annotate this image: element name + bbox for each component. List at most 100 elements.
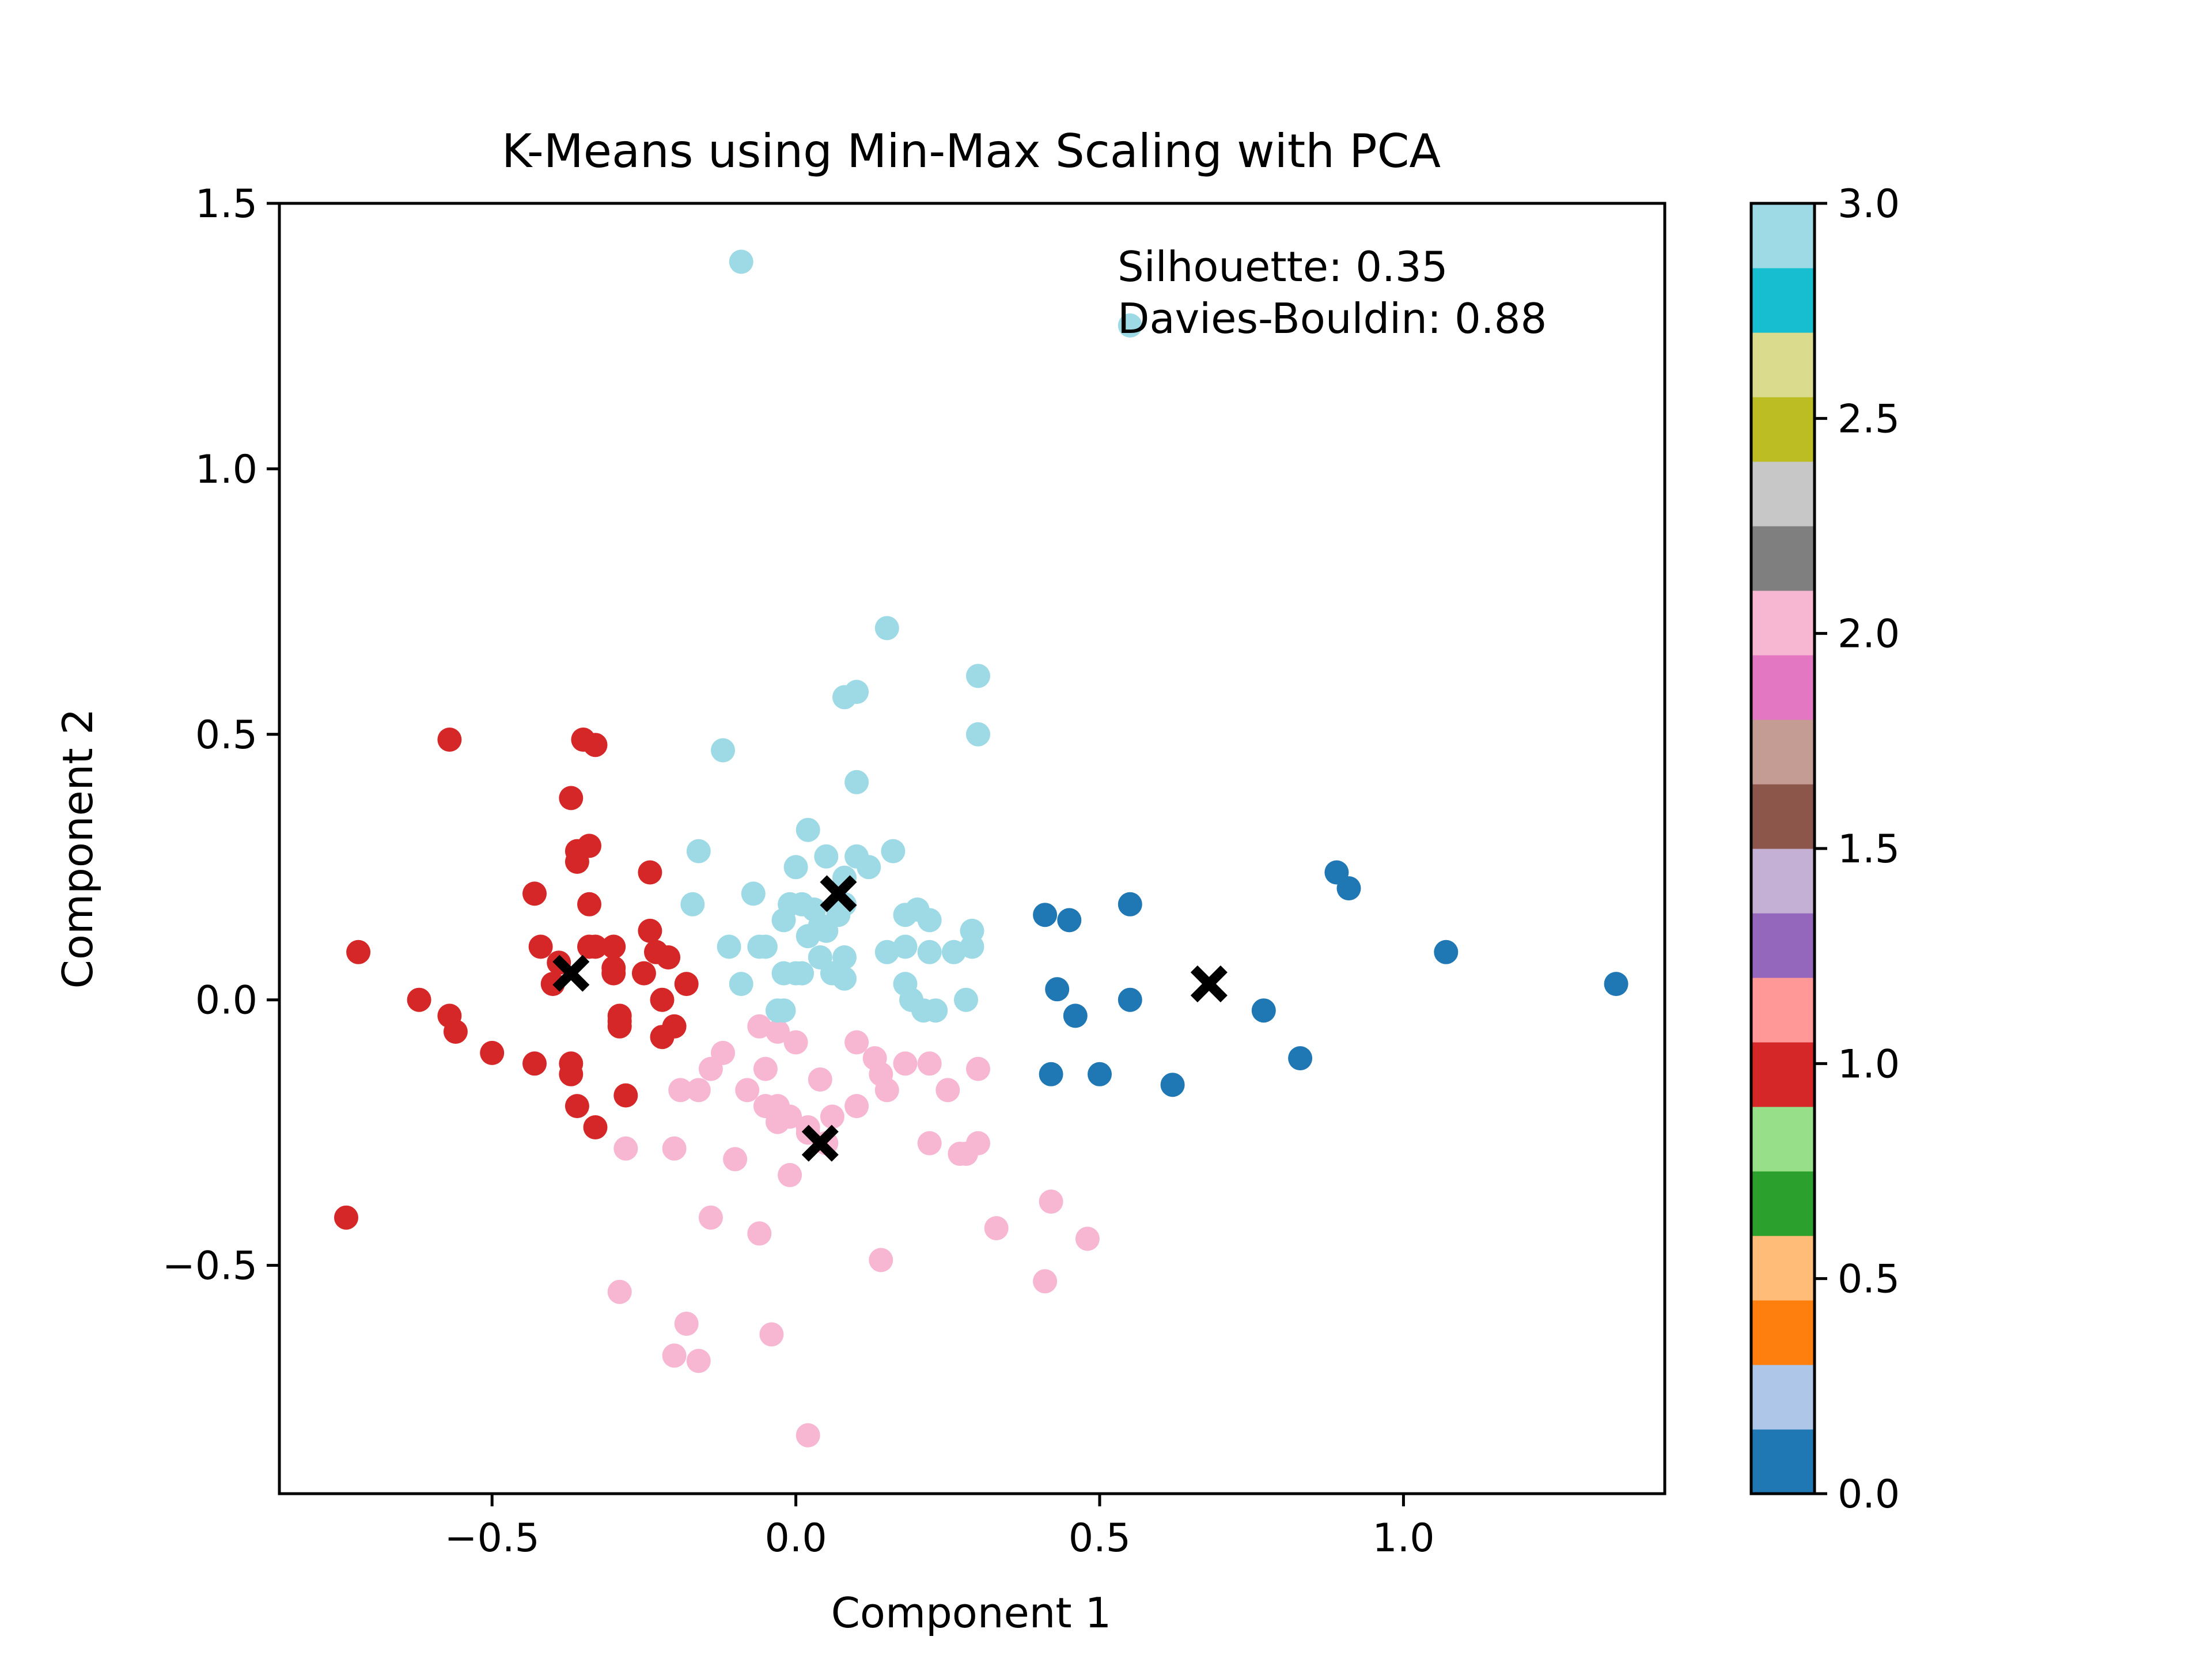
point-cluster-2 — [674, 1312, 699, 1336]
point-cluster-2 — [766, 1109, 790, 1134]
point-cluster-3 — [960, 934, 984, 959]
y-tick-label: −0.5 — [162, 1244, 257, 1289]
point-cluster-2 — [917, 1051, 942, 1076]
point-cluster-1 — [407, 987, 431, 1012]
colorbar-tick-label: 1.0 — [1838, 1041, 1900, 1087]
point-cluster-1 — [559, 1062, 584, 1086]
colorbar-segment — [1751, 1171, 1815, 1236]
point-cluster-3 — [874, 940, 899, 964]
point-cluster-3 — [832, 945, 857, 969]
point-cluster-3 — [814, 844, 839, 869]
colorbar-segment — [1751, 978, 1815, 1043]
colorbar-segment — [1751, 397, 1815, 462]
colorbar-tick-label: 1.5 — [1838, 827, 1900, 872]
colorbar-tick-label: 3.0 — [1838, 181, 1900, 227]
x-tick-label: −0.5 — [445, 1516, 540, 1561]
point-cluster-2 — [808, 1067, 832, 1092]
point-cluster-1 — [334, 1205, 358, 1230]
point-cluster-1 — [650, 987, 675, 1012]
point-cluster-1 — [443, 1020, 468, 1044]
point-cluster-2 — [1033, 1269, 1058, 1294]
colorbar — [1751, 203, 1815, 1494]
point-cluster-0 — [1045, 977, 1070, 1002]
point-cluster-2 — [984, 1216, 1009, 1241]
point-cluster-2 — [747, 1014, 772, 1039]
data-points — [334, 249, 1628, 1448]
point-cluster-3 — [686, 839, 711, 863]
point-cluster-1 — [480, 1040, 505, 1065]
point-cluster-3 — [832, 966, 857, 991]
colorbar-segment — [1751, 1042, 1815, 1107]
colorbar-segment — [1751, 1107, 1815, 1172]
point-cluster-1 — [613, 1083, 638, 1108]
point-cluster-3 — [790, 961, 815, 986]
centroid-marker-3 — [820, 875, 857, 912]
colorbar-tick-label: 2.5 — [1838, 396, 1900, 442]
point-cluster-3 — [717, 934, 741, 959]
point-cluster-2 — [607, 1279, 632, 1304]
point-cluster-2 — [613, 1136, 638, 1161]
point-cluster-2 — [844, 1030, 869, 1055]
point-cluster-3 — [808, 945, 832, 969]
point-cluster-3 — [844, 680, 869, 704]
colorbar-segment — [1751, 526, 1815, 591]
colorbar-segment — [1751, 655, 1815, 720]
colorbar-segment — [1751, 1236, 1815, 1301]
point-cluster-3 — [771, 961, 796, 986]
point-cluster-0 — [1160, 1073, 1185, 1097]
point-cluster-2 — [668, 1078, 693, 1103]
point-cluster-3 — [741, 881, 766, 906]
point-cluster-3 — [711, 738, 735, 763]
point-cluster-2 — [948, 1142, 972, 1166]
point-cluster-2 — [766, 1020, 790, 1044]
point-cluster-3 — [771, 908, 796, 933]
colorbar-segment — [1751, 719, 1815, 785]
x-tick-label: 1.0 — [1372, 1516, 1434, 1561]
colorbar-segment — [1751, 1365, 1815, 1430]
point-cluster-0 — [1033, 903, 1058, 927]
point-cluster-1 — [631, 961, 656, 986]
silhouette-annotation: Silhouette: 0.35 — [1118, 243, 1448, 291]
y-tick-label: 0.5 — [195, 713, 257, 758]
point-cluster-1 — [674, 972, 699, 997]
point-cluster-1 — [437, 728, 462, 752]
point-cluster-2 — [723, 1147, 748, 1172]
colorbar-segment — [1751, 913, 1815, 978]
point-cluster-1 — [638, 860, 662, 885]
colorbar-segment — [1751, 268, 1815, 333]
point-cluster-2 — [917, 1131, 942, 1156]
point-cluster-3 — [966, 664, 990, 688]
x-axis-label: Component 1 — [831, 1589, 1112, 1637]
point-cluster-2 — [753, 1056, 778, 1081]
point-cluster-3 — [893, 934, 918, 959]
point-cluster-2 — [820, 1104, 844, 1129]
y-axis-ticks: −0.5 0.0 0.5 1.0 1.5 — [162, 181, 279, 1289]
point-cluster-3 — [954, 987, 978, 1012]
point-cluster-2 — [747, 1221, 772, 1246]
point-cluster-1 — [638, 918, 662, 943]
y-axis-label: Component 2 — [54, 709, 102, 989]
point-cluster-2 — [783, 1030, 808, 1055]
point-cluster-0 — [1118, 892, 1142, 916]
point-cluster-0 — [1251, 998, 1276, 1023]
point-cluster-3 — [917, 940, 942, 964]
chart-title: K-Means using Min-Max Scaling with PCA — [502, 124, 1441, 178]
point-cluster-3 — [814, 918, 839, 943]
colorbar-segment — [1751, 332, 1815, 397]
point-cluster-1 — [522, 881, 547, 906]
colorbar-segment — [1751, 590, 1815, 656]
point-cluster-3 — [783, 855, 808, 880]
point-cluster-3 — [796, 924, 820, 949]
colorbar-ticks: 0.0 0.5 1.0 1.5 2.0 2.5 3.0 — [1815, 181, 1900, 1517]
point-cluster-2 — [686, 1078, 711, 1103]
point-cluster-3 — [941, 940, 966, 964]
point-cluster-1 — [565, 850, 589, 874]
point-cluster-2 — [869, 1248, 893, 1272]
point-cluster-3 — [911, 998, 936, 1023]
colorbar-segment — [1751, 1300, 1815, 1365]
colorbar-segment — [1751, 1429, 1815, 1494]
point-cluster-0 — [1057, 908, 1082, 933]
point-cluster-2 — [759, 1322, 784, 1347]
